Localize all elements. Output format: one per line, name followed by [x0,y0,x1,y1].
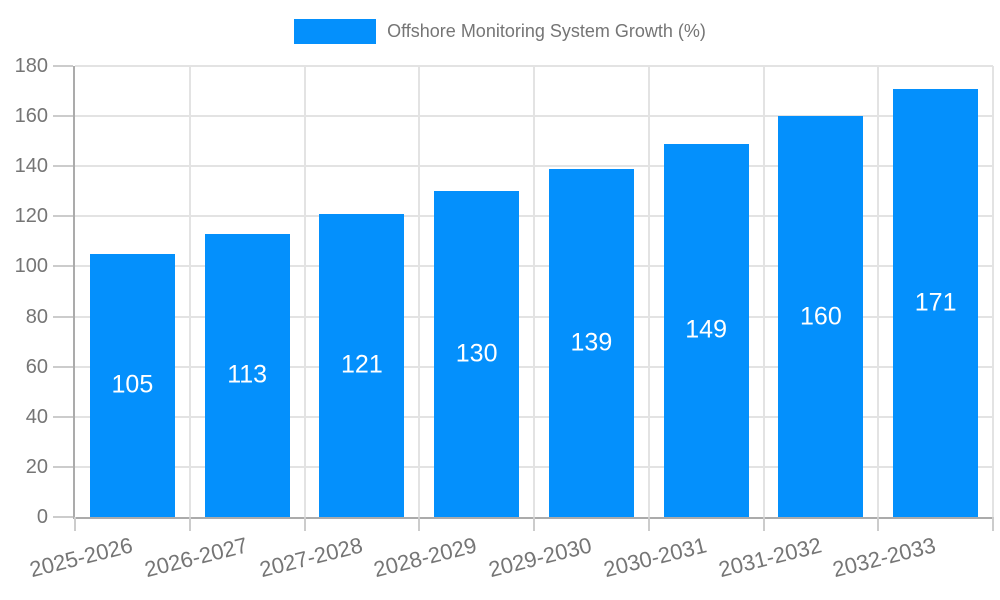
x-axis-tick [303,517,306,531]
gridline-vertical [303,66,306,517]
y-axis-tick [53,315,73,318]
legend-label: Offshore Monitoring System Growth (%) [387,20,706,41]
gridline-vertical [762,66,765,517]
x-tick-label-text: 2029-2030 [486,532,595,583]
bar-value-label: 160 [800,302,842,331]
y-tick-label: 120 [14,205,48,228]
gridline-vertical [188,66,191,517]
legend: Offshore Monitoring System Growth (%) [0,18,1000,44]
x-tick-label-text: 2031-2032 [715,532,824,583]
y-tick-label: 40 [25,405,48,428]
bar: 149 [663,143,749,517]
legend-swatch [294,18,377,44]
bar-value-label: 121 [341,350,383,379]
y-axis-tick [53,465,73,468]
y-tick-label: 0 [36,506,48,528]
bar: 171 [893,88,979,517]
x-axis-tick [74,517,76,531]
x-axis-tick [418,517,421,531]
y-tick-label: 60 [25,355,48,378]
bar: 113 [204,233,290,517]
y-tick-label: 160 [14,105,48,128]
x-tick-label-text: 2032-2033 [830,532,939,583]
x-tick-label-text: 2025-2026 [27,532,136,583]
gridline-vertical [418,66,421,517]
bar: 160 [778,116,864,517]
x-axis-tick [533,517,535,531]
bar-value-label: 130 [455,339,498,368]
bar-value-label: 105 [111,370,154,399]
y-tick-label: 80 [25,305,48,328]
x-axis-tick [647,517,650,531]
y-axis-tick [53,65,73,67]
x-axis-tick [877,517,880,531]
bar-value-label: 171 [914,288,957,317]
bar: 130 [434,191,520,517]
y-axis-tick [53,415,73,418]
x-tick-label-text: 2026-2027 [141,532,251,583]
y-axis-tick [53,215,73,218]
bar: 121 [319,213,405,517]
gridline-vertical [533,66,535,517]
y-tick-label: 180 [14,55,48,77]
bar: 105 [89,253,175,517]
x-axis-tick [992,517,994,531]
y-tick-label: 20 [25,455,48,478]
bar-value-label: 113 [227,360,268,389]
bar-value-label: 149 [685,315,727,344]
y-axis-tick [53,365,73,368]
x-tick-label-text: 2028-2029 [371,532,480,583]
x-axis-tick [762,517,765,531]
x-tick-label-text: 2027-2028 [256,532,365,583]
gridline-vertical [992,66,994,517]
gridline-vertical [877,66,880,517]
bar-value-label: 139 [570,328,613,357]
x-tick-label-text: 2030-2031 [600,532,710,583]
bar: 139 [548,168,634,517]
x-axis-tick [188,517,191,531]
y-axis-tick [53,165,73,168]
gridline-vertical [647,66,650,517]
y-axis-tick [53,115,73,118]
plot-area: 0 20 40 60 80 100 120 140 160 180 105 2025-2026 113 2… [15,55,994,582]
y-axis-tick [53,265,73,268]
y-tick-label: 140 [14,155,48,178]
y-tick-label: 100 [14,255,48,278]
y-axis-tick [53,516,73,518]
